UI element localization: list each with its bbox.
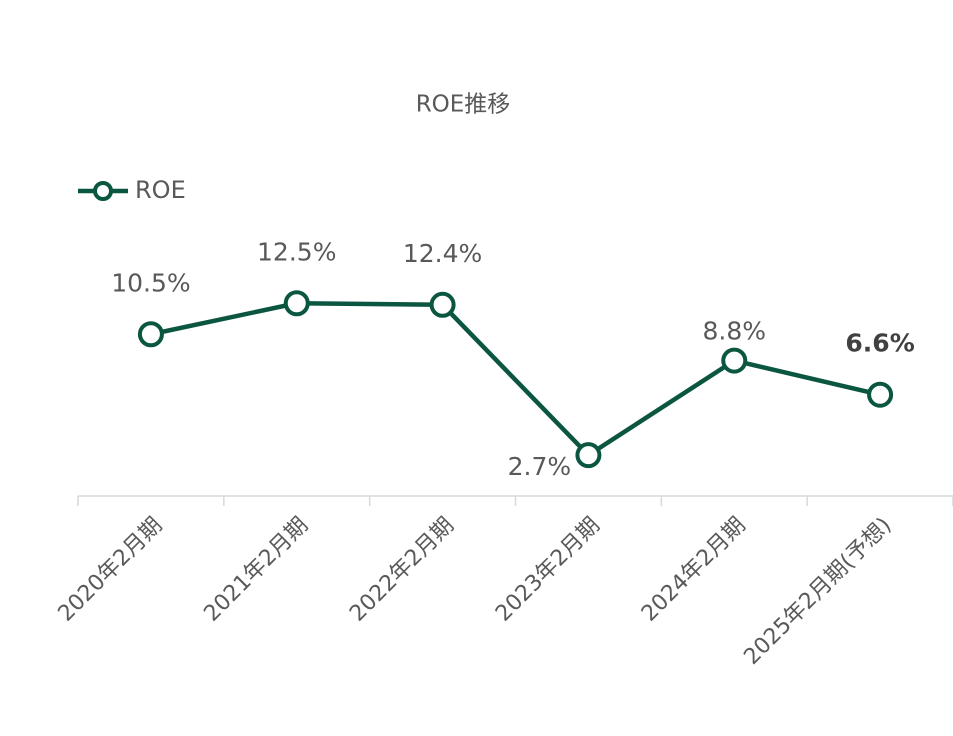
x-tick-label: 2020年2月期 xyxy=(54,513,168,627)
marker xyxy=(283,290,310,317)
data-label: 12.5% xyxy=(257,237,336,266)
marker xyxy=(867,381,894,408)
legend-label: ROE xyxy=(135,176,186,204)
x-tick-label: 2021年2月期 xyxy=(199,513,313,627)
data-label: 10.5% xyxy=(111,268,190,297)
data-label: 2.7% xyxy=(508,452,572,481)
chart-title: ROE推移 xyxy=(416,92,511,118)
x-tick-label: 2024年2月期 xyxy=(637,513,751,627)
data-label: 12.4% xyxy=(403,239,482,268)
marker xyxy=(429,291,456,318)
data-label: 6.6% xyxy=(845,329,914,358)
data-label: 8.8% xyxy=(702,317,766,346)
marker xyxy=(721,347,748,374)
x-tick-label: 2023年2月期 xyxy=(491,513,605,627)
marker xyxy=(575,442,602,469)
line xyxy=(150,301,881,458)
x-tick-label: 2022年2月期 xyxy=(345,513,459,627)
x-tick-label: 2025年2月期(予想) xyxy=(739,513,896,670)
legend-marker xyxy=(93,181,113,201)
marker xyxy=(137,321,164,348)
